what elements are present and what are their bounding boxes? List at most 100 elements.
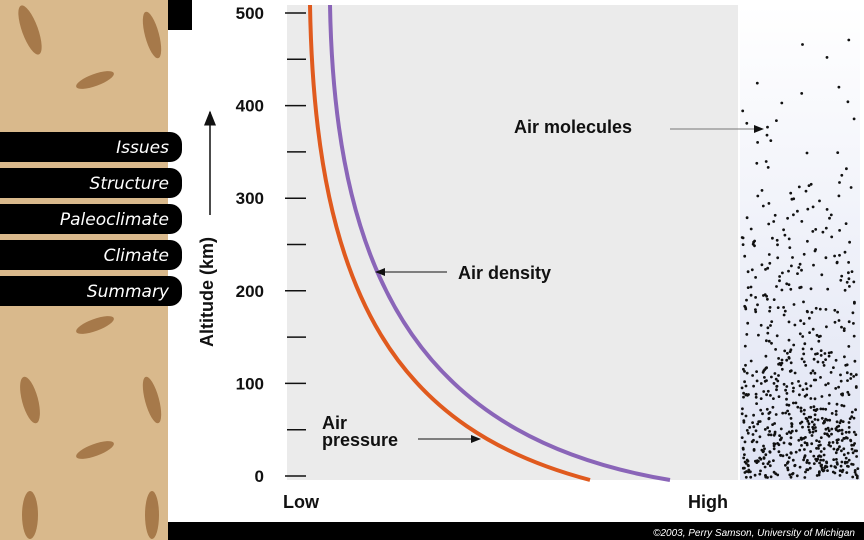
molecule xyxy=(799,406,803,410)
molecule xyxy=(824,407,828,411)
molecule xyxy=(749,293,753,297)
nav-label[interactable]: Issues xyxy=(116,138,169,158)
molecule xyxy=(774,413,778,416)
molecule xyxy=(755,440,759,444)
molecule xyxy=(803,408,806,412)
molecule xyxy=(752,425,756,429)
molecule xyxy=(766,166,770,169)
molecule xyxy=(798,393,801,397)
molecule xyxy=(853,300,856,304)
molecule xyxy=(755,379,759,383)
molecule xyxy=(818,307,822,311)
molecule xyxy=(806,468,810,472)
nav-tab[interactable] xyxy=(0,168,182,198)
molecule xyxy=(820,463,823,467)
molecule xyxy=(839,373,842,377)
molecule xyxy=(770,375,773,379)
molecule xyxy=(761,412,764,416)
nav-item[interactable]: Summary xyxy=(0,276,182,306)
molecule xyxy=(749,470,752,474)
molecule xyxy=(774,377,778,381)
molecule xyxy=(802,352,806,356)
footer-bar xyxy=(168,522,864,540)
molecule xyxy=(754,392,758,396)
nav-tab[interactable] xyxy=(0,132,182,162)
molecule xyxy=(757,333,760,337)
molecule xyxy=(848,285,851,288)
nav-label[interactable]: Climate xyxy=(104,246,169,266)
molecule xyxy=(817,335,821,338)
molecule xyxy=(815,446,818,450)
nav-tab[interactable] xyxy=(0,276,182,306)
molecule xyxy=(789,431,793,435)
molecule xyxy=(830,351,833,354)
molecule xyxy=(809,182,813,186)
molecule xyxy=(804,436,807,439)
molecule xyxy=(809,450,812,453)
molecule xyxy=(809,384,813,388)
molecule xyxy=(855,476,859,480)
molecule xyxy=(755,161,759,165)
molecule xyxy=(748,426,752,429)
nav-item[interactable]: Issues xyxy=(0,132,182,162)
molecule xyxy=(768,309,771,313)
molecule xyxy=(766,462,770,466)
nav-label[interactable]: Paleoclimate xyxy=(60,210,169,230)
molecule xyxy=(836,310,839,314)
molecule xyxy=(807,461,811,465)
nav-tab[interactable] xyxy=(0,204,182,234)
molecule xyxy=(847,38,851,42)
molecule xyxy=(803,394,807,398)
molecule xyxy=(801,347,805,351)
nav-label[interactable]: Summary xyxy=(87,282,170,302)
molecule xyxy=(834,451,838,455)
molecule xyxy=(775,388,778,392)
molecule xyxy=(769,324,772,327)
molecule xyxy=(845,471,849,474)
nav-item[interactable]: Climate xyxy=(0,240,182,270)
molecule xyxy=(777,374,780,377)
molecule xyxy=(847,345,851,348)
molecule xyxy=(808,316,811,320)
molecule xyxy=(815,333,819,337)
molecule xyxy=(844,456,848,460)
molecule xyxy=(768,306,772,309)
molecule xyxy=(843,250,847,254)
molecule xyxy=(762,456,766,459)
molecule xyxy=(825,325,828,329)
molecule xyxy=(807,425,810,429)
molecule xyxy=(850,415,854,418)
molecule xyxy=(754,395,758,399)
molecule xyxy=(789,436,793,440)
molecule xyxy=(794,450,798,454)
nav-tab[interactable] xyxy=(0,240,182,270)
molecule xyxy=(855,455,858,458)
molecule xyxy=(756,303,759,307)
molecule xyxy=(839,464,843,468)
molecule xyxy=(785,392,789,395)
molecule xyxy=(799,421,802,425)
molecule xyxy=(840,470,844,474)
y-tick-label: 200 xyxy=(236,282,264,301)
molecule xyxy=(780,101,784,105)
molecule xyxy=(747,468,751,472)
molecule xyxy=(845,280,849,284)
nav-label[interactable]: Structure xyxy=(90,174,169,194)
molecule xyxy=(806,419,810,423)
molecule xyxy=(800,357,804,361)
molecule xyxy=(822,447,826,451)
molecule xyxy=(754,429,758,433)
molecule xyxy=(809,406,813,409)
molecule xyxy=(817,444,821,447)
molecule xyxy=(770,341,773,345)
molecule xyxy=(781,411,785,415)
nav-item[interactable]: Structure xyxy=(0,168,182,198)
molecule xyxy=(841,420,845,423)
molecule xyxy=(803,448,806,451)
molecule xyxy=(807,184,811,188)
molecule xyxy=(832,366,835,369)
molecule xyxy=(847,465,850,468)
nav-item[interactable]: Paleoclimate xyxy=(0,204,182,234)
molecule xyxy=(819,458,823,462)
molecule xyxy=(780,367,784,371)
